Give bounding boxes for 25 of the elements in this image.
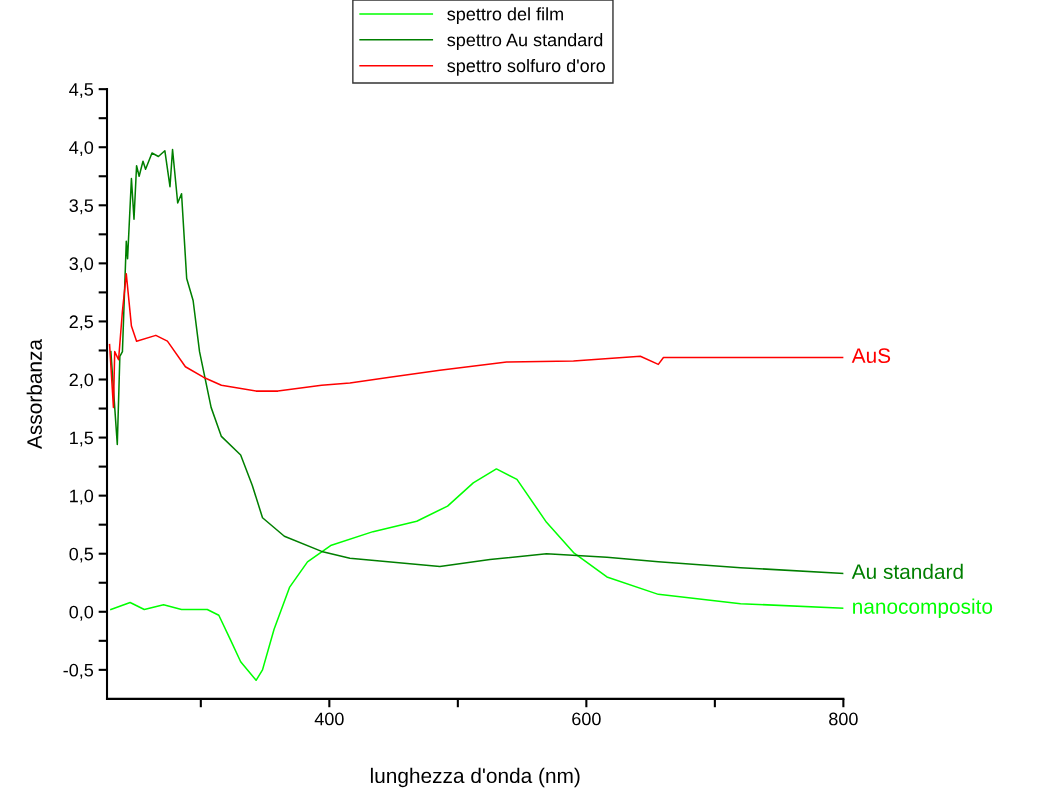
y-tick-label: 2,5 [69,315,94,331]
legend-label: spettro del film [447,7,563,25]
y-tick-label: 0,5 [69,547,94,563]
y-tick-label: 1,0 [70,489,94,505]
y-tick-label: 4,0 [69,141,94,157]
y-tick-label: -0,5 [63,663,94,679]
line-series [110,468,844,682]
legend-label: spettro solfuro d'oro [447,58,605,76]
x-tick-label: 800 [829,712,858,726]
text: Au standard [851,563,963,580]
y-tick-label: 1,5 [70,431,94,447]
y-axis-title: Assorbanza [26,339,42,449]
text: nanocomposito [853,598,993,619]
line-series [110,148,844,575]
legend-label: spettro Au standard [447,33,603,50]
y-tick-label: 3,0 [69,257,94,273]
x-tick-label: 400 [314,712,344,726]
line-series [108,273,844,409]
y-tick-label: 4,5 [69,83,94,98]
text: AuS [851,348,891,364]
y-tick-label: 2,0 [69,373,94,389]
y-tick-label: 3,5 [69,199,94,215]
y-tick-label: 0,0 [69,605,94,621]
x-axis-title: lunghezza d'onda (nm) [370,767,580,788]
x-tick-label: 600 [572,712,601,726]
